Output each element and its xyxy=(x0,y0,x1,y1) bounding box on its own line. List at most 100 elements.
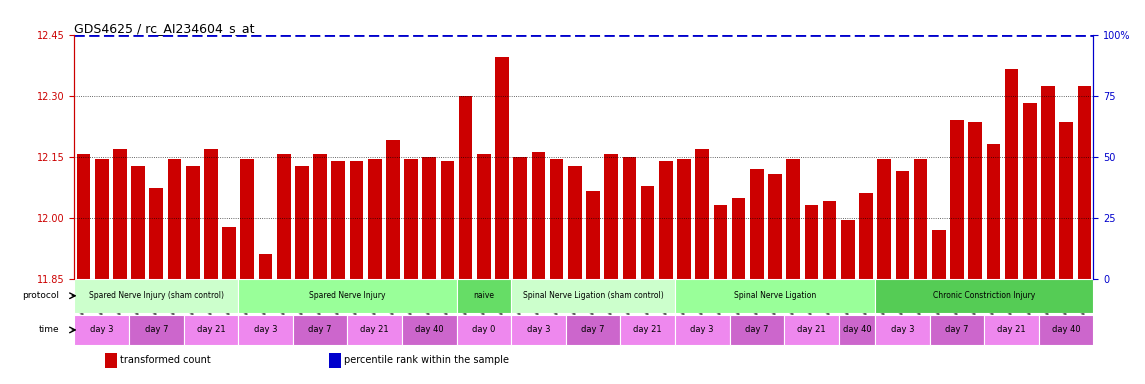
Bar xyxy=(404,159,418,279)
Bar xyxy=(768,174,782,279)
Text: day 3: day 3 xyxy=(690,325,714,334)
Bar xyxy=(105,353,117,367)
Text: day 7: day 7 xyxy=(308,325,332,334)
Bar xyxy=(511,314,566,345)
Bar xyxy=(621,314,674,345)
Bar xyxy=(969,122,982,279)
Text: Spinal Nerve Ligation (sham control): Spinal Nerve Ligation (sham control) xyxy=(522,291,663,300)
Bar xyxy=(183,314,238,345)
Bar xyxy=(566,314,621,345)
Bar xyxy=(713,205,727,279)
Bar xyxy=(985,314,1039,345)
Bar xyxy=(513,157,527,279)
Text: naive: naive xyxy=(473,291,495,300)
Bar xyxy=(932,230,946,279)
Bar xyxy=(293,314,347,345)
Bar xyxy=(441,162,455,279)
Text: transformed count: transformed count xyxy=(120,355,211,365)
Bar xyxy=(457,314,511,345)
Bar xyxy=(95,159,109,279)
Bar xyxy=(185,166,199,279)
Bar xyxy=(586,191,600,279)
Bar xyxy=(859,193,872,279)
Text: day 7: day 7 xyxy=(144,325,168,334)
Text: day 3: day 3 xyxy=(527,325,551,334)
Bar xyxy=(386,139,400,279)
Text: day 21: day 21 xyxy=(997,325,1026,334)
Bar xyxy=(531,152,545,279)
Bar xyxy=(402,314,457,345)
Bar xyxy=(77,154,90,279)
Bar xyxy=(459,96,473,279)
Bar xyxy=(331,162,345,279)
Bar xyxy=(1059,122,1073,279)
Text: day 7: day 7 xyxy=(582,325,605,334)
Bar xyxy=(74,314,129,345)
Bar xyxy=(129,314,183,345)
Bar xyxy=(132,166,145,279)
Text: GDS4625 / rc_AI234604_s_at: GDS4625 / rc_AI234604_s_at xyxy=(74,22,255,35)
Bar xyxy=(423,157,436,279)
Bar xyxy=(695,149,709,279)
Bar xyxy=(295,166,309,279)
Bar xyxy=(1005,69,1018,279)
Bar xyxy=(875,279,1093,313)
Text: day 0: day 0 xyxy=(472,325,496,334)
Bar xyxy=(823,200,837,279)
Bar xyxy=(750,169,764,279)
Bar xyxy=(784,314,838,345)
Text: Spared Nerve Injury (sham control): Spared Nerve Injury (sham control) xyxy=(89,291,223,300)
Bar xyxy=(875,314,930,345)
Bar xyxy=(568,166,582,279)
Bar xyxy=(660,162,672,279)
Bar xyxy=(368,159,381,279)
Text: Spinal Nerve Ligation: Spinal Nerve Ligation xyxy=(734,291,816,300)
Bar xyxy=(222,227,236,279)
Bar xyxy=(732,198,745,279)
Bar xyxy=(950,120,964,279)
Bar xyxy=(238,314,293,345)
Text: day 40: day 40 xyxy=(1052,325,1081,334)
Text: day 21: day 21 xyxy=(361,325,389,334)
Bar xyxy=(1039,314,1093,345)
Bar xyxy=(550,159,563,279)
Bar xyxy=(930,314,985,345)
Bar xyxy=(113,149,127,279)
Bar xyxy=(240,159,254,279)
Bar xyxy=(1022,103,1036,279)
Text: Spared Nerve Injury: Spared Nerve Injury xyxy=(309,291,386,300)
Bar xyxy=(511,279,674,313)
Bar xyxy=(641,186,655,279)
Bar xyxy=(805,205,819,279)
Bar xyxy=(838,314,875,345)
Bar xyxy=(150,188,163,279)
Text: Chronic Constriction Injury: Chronic Constriction Injury xyxy=(933,291,1035,300)
Bar xyxy=(895,171,909,279)
Text: time: time xyxy=(39,325,60,334)
Bar xyxy=(987,144,1001,279)
Text: day 21: day 21 xyxy=(633,325,662,334)
Text: day 7: day 7 xyxy=(946,325,969,334)
Bar xyxy=(259,254,273,279)
Text: percentile rank within the sample: percentile rank within the sample xyxy=(345,355,510,365)
Bar xyxy=(330,353,341,367)
Bar xyxy=(605,154,618,279)
Bar xyxy=(877,159,891,279)
Bar xyxy=(787,159,800,279)
Text: day 21: day 21 xyxy=(797,325,826,334)
Bar xyxy=(729,314,784,345)
Bar xyxy=(74,279,238,313)
Bar xyxy=(496,56,508,279)
Bar xyxy=(674,314,729,345)
Bar xyxy=(204,149,218,279)
Bar xyxy=(623,157,637,279)
Bar xyxy=(349,162,363,279)
Text: day 40: day 40 xyxy=(414,325,443,334)
Bar xyxy=(167,159,181,279)
Text: day 3: day 3 xyxy=(90,325,113,334)
Text: day 21: day 21 xyxy=(197,325,226,334)
Bar xyxy=(277,154,291,279)
Bar xyxy=(238,279,457,313)
Bar xyxy=(457,279,511,313)
Text: day 40: day 40 xyxy=(843,325,871,334)
